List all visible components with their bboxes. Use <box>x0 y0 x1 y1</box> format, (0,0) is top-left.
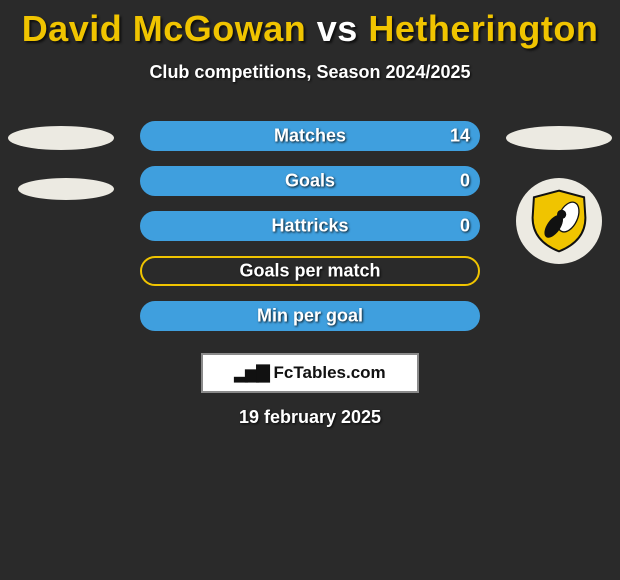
stat-row: Min per goal <box>140 301 480 331</box>
subtitle: Club competitions, Season 2024/2025 <box>0 62 620 83</box>
stat-label: Goals per match <box>140 261 480 282</box>
title-right: Hetherington <box>368 8 598 49</box>
stat-row: Goals0 <box>140 166 480 196</box>
stat-value-right: 0 <box>460 171 470 192</box>
wasp-head-icon <box>557 210 566 219</box>
footer-date: 19 february 2025 <box>0 407 620 428</box>
title-vs: vs <box>317 8 358 49</box>
stat-value-right: 0 <box>460 216 470 237</box>
stat-row: Matches14 <box>140 121 480 151</box>
brand-box[interactable]: ▂▅▇ FcTables.com <box>201 353 419 393</box>
left-player-placeholder-2 <box>18 178 114 200</box>
right-player-placeholder-1 <box>506 126 612 150</box>
left-player-placeholder-1 <box>8 126 114 150</box>
stat-value-right: 14 <box>450 126 470 147</box>
page-title: David McGowan vs Hetherington <box>0 8 620 50</box>
stat-label: Min per goal <box>140 306 480 327</box>
stat-label: Goals <box>140 171 480 192</box>
stat-label: Hattricks <box>140 216 480 237</box>
crest-svg <box>526 188 592 254</box>
title-left: David McGowan <box>22 8 307 49</box>
stat-label: Matches <box>140 126 480 147</box>
stat-row: Goals per match <box>140 256 480 286</box>
bar-chart-icon: ▂▅▇ <box>234 363 267 383</box>
stat-row: Hattricks0 <box>140 211 480 241</box>
brand-text: FcTables.com <box>274 363 386 383</box>
stats-card: David McGowan vs Hetherington Club compe… <box>0 0 620 428</box>
club-crest <box>516 178 602 264</box>
